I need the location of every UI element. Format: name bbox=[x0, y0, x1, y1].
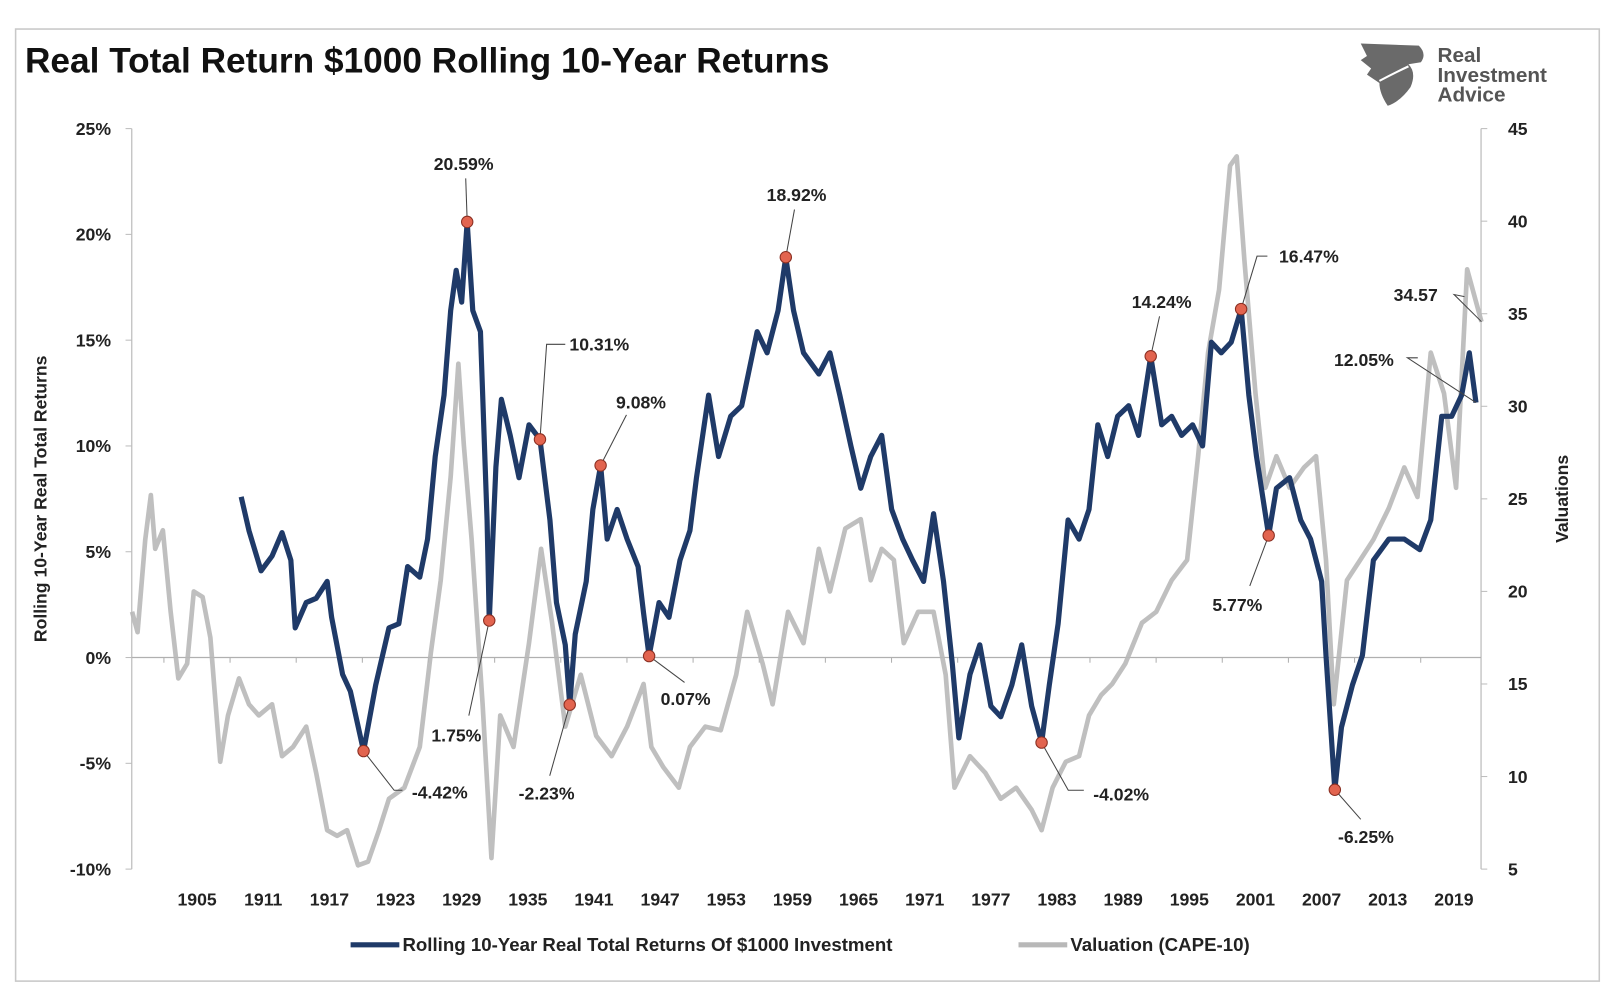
y2-tick-label: 10 bbox=[1508, 767, 1528, 787]
x-tick-label: 1977 bbox=[971, 889, 1010, 909]
annotation-label: 5.77% bbox=[1212, 595, 1262, 615]
y2-tick-label: 15 bbox=[1508, 674, 1528, 694]
annotation-marker bbox=[642, 649, 656, 663]
x-tick-label: 1917 bbox=[310, 889, 349, 909]
logo-text-line1: Real bbox=[1437, 44, 1481, 67]
annotation-leader bbox=[648, 655, 685, 683]
x-tick-label: 1941 bbox=[574, 889, 613, 909]
annotation-marker bbox=[1328, 783, 1342, 796]
series-returns bbox=[238, 219, 1479, 793]
cape-line bbox=[129, 154, 1484, 868]
y-tick-label: 0% bbox=[86, 648, 112, 668]
x-tick-label: 2013 bbox=[1368, 889, 1407, 909]
x-tick-label: 1989 bbox=[1104, 889, 1143, 909]
y-tick-label: 25% bbox=[76, 119, 112, 139]
x-tick-label: 1983 bbox=[1037, 889, 1076, 909]
x-tick-label: 2007 bbox=[1302, 889, 1341, 909]
annotation-label: -2.23% bbox=[519, 784, 575, 804]
annotation-leader bbox=[1150, 316, 1161, 357]
x-tick-label: 2001 bbox=[1236, 889, 1275, 909]
annotation-leader bbox=[539, 343, 566, 440]
annotation-leader bbox=[465, 178, 468, 222]
y2-tick-label: 35 bbox=[1508, 304, 1528, 324]
y-tick-label: 10% bbox=[76, 436, 112, 456]
annotation-marker bbox=[1144, 350, 1157, 363]
legend-label-cape: Valuation (CAPE-10) bbox=[1070, 934, 1249, 955]
x-tick-label: 1911 bbox=[244, 889, 282, 909]
annotation-label: 1.75% bbox=[431, 726, 481, 746]
annotation-leader bbox=[1249, 535, 1270, 587]
y2-tick-label: 45 bbox=[1508, 119, 1528, 139]
logo-text-line2: Investment bbox=[1437, 64, 1547, 87]
annotation-label: -4.02% bbox=[1093, 785, 1149, 805]
x-tick-label: 1953 bbox=[707, 889, 746, 909]
y-tick-label: -5% bbox=[80, 754, 112, 774]
annotation-marker bbox=[1262, 529, 1275, 542]
y-tick-label: 20% bbox=[76, 225, 112, 245]
y2-tick-label: 20 bbox=[1508, 582, 1528, 602]
annotation-marker bbox=[460, 215, 474, 229]
annotation-marker bbox=[1035, 736, 1048, 749]
x-tick-label: 1959 bbox=[773, 889, 812, 909]
x-tick-label: 1971 bbox=[905, 889, 944, 909]
annotation-label: 20.59% bbox=[434, 154, 494, 174]
annotation-label: 10.31% bbox=[569, 335, 629, 355]
y2-axis-label: Valuations bbox=[1552, 455, 1572, 543]
annotation-leader bbox=[468, 620, 490, 716]
annotation-marker bbox=[563, 698, 576, 711]
axes: 25% 20% 15% 10% 5% 0% -5% -10% 45 40 35 30 25 20 15 10 5… bbox=[70, 119, 1528, 910]
annotation-leader bbox=[785, 209, 795, 258]
x-tick-label: 1929 bbox=[442, 889, 481, 909]
annotation-label: 9.08% bbox=[616, 393, 666, 413]
annotation-leader bbox=[363, 750, 403, 791]
annotation-leader bbox=[1452, 293, 1482, 323]
annotation-leader bbox=[600, 414, 627, 466]
annotation-leader bbox=[549, 704, 571, 776]
x-tick-label: 1965 bbox=[839, 889, 878, 909]
x-tick-label: 1923 bbox=[376, 889, 415, 909]
annotation-label: 14.24% bbox=[1132, 292, 1192, 312]
y2-tick-label: 30 bbox=[1508, 397, 1528, 417]
annotation-label: -4.42% bbox=[412, 783, 468, 803]
legend: Rolling 10-Year Real Total Returns Of $1… bbox=[350, 934, 1250, 955]
annotation-marker bbox=[483, 614, 496, 627]
annotation-label: 18.92% bbox=[767, 185, 827, 205]
y-tick-label: 15% bbox=[76, 330, 112, 350]
annotation-leader bbox=[1041, 742, 1084, 791]
annotations: 20.59% 18.92% 10.31% 9.08% 1.75% -4.42% -2.23%… bbox=[357, 154, 1482, 847]
annotation-label: -6.25% bbox=[1338, 827, 1394, 847]
annotation-label: 12.05% bbox=[1334, 350, 1394, 370]
logo: Real Investment Advice bbox=[1360, 43, 1547, 107]
y2-tick-label: 40 bbox=[1508, 211, 1528, 231]
y-tick-label: 5% bbox=[86, 542, 112, 562]
annotation-marker bbox=[1234, 302, 1248, 316]
y2-tick-label: 5 bbox=[1508, 859, 1518, 879]
x-tick-label: 1947 bbox=[641, 889, 680, 909]
x-tick-label: 1935 bbox=[508, 889, 547, 909]
x-tick-label: 1905 bbox=[177, 889, 216, 909]
y-axis-label: Rolling 10-Year Real Total Returns bbox=[31, 355, 51, 642]
annotation-label: 16.47% bbox=[1279, 246, 1339, 266]
x-tick-label: 1995 bbox=[1170, 889, 1209, 909]
annotation-marker bbox=[594, 459, 607, 472]
chart-title: Real Total Return $1000 Rolling 10-Year … bbox=[25, 42, 829, 81]
series-cape bbox=[129, 154, 1484, 868]
annotation-label: 0.07% bbox=[661, 689, 711, 709]
annotation-leader bbox=[1334, 789, 1362, 820]
returns-line bbox=[238, 219, 1479, 793]
annotation-marker bbox=[533, 433, 547, 446]
logo-text-line3: Advice bbox=[1437, 84, 1505, 107]
annotation-marker bbox=[779, 251, 793, 264]
legend-label-returns: Rolling 10-Year Real Total Returns Of $1… bbox=[402, 934, 892, 955]
chart-frame bbox=[14, 28, 1601, 982]
x-tick-label: 2019 bbox=[1434, 889, 1473, 909]
annotation-leader bbox=[1240, 255, 1268, 310]
y-tick-label: -10% bbox=[70, 859, 111, 879]
annotation-label: 34.57 bbox=[1394, 285, 1438, 305]
annotation-marker bbox=[357, 744, 370, 758]
y2-tick-label: 25 bbox=[1508, 489, 1528, 509]
annotation-leader bbox=[1405, 357, 1477, 404]
